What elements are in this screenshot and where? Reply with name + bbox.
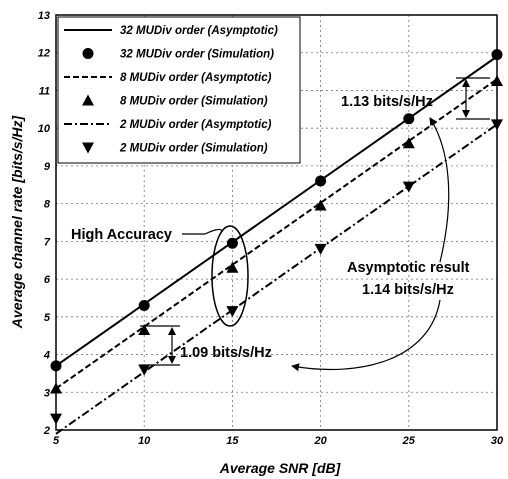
data-point-5 bbox=[138, 364, 151, 376]
annotation-asymptotic-result: Asymptotic result bbox=[347, 260, 470, 276]
data-point-1 bbox=[315, 175, 327, 187]
y-tick-label: 8 bbox=[44, 199, 51, 211]
high-accuracy-ellipse bbox=[211, 225, 249, 327]
x-tick-label: 30 bbox=[491, 435, 504, 447]
data-point-5 bbox=[314, 243, 327, 255]
data-point-1 bbox=[226, 237, 238, 249]
y-tick-label: 2 bbox=[43, 425, 50, 437]
legend-box bbox=[57, 16, 301, 164]
legend-label-0: 32 MUDiv order (Asymptotic) bbox=[120, 25, 278, 37]
y-tick-label: 10 bbox=[38, 123, 51, 135]
legend: 32 MUDiv order (Asymptotic) 32 MUDiv orde… bbox=[57, 16, 301, 164]
legend-label-2: 8 MUDiv order (Asymptotic) bbox=[120, 72, 272, 84]
legend-items: 32 MUDiv order (Asymptotic) 32 MUDiv orde… bbox=[64, 25, 278, 155]
x-tick-label: 25 bbox=[402, 435, 416, 447]
annotation-gap-32-8: 1.13 bits/s/Hz bbox=[341, 94, 433, 110]
legend-label-3: 8 MUDiv order (Simulation) bbox=[120, 96, 268, 108]
annotation-high-accuracy: High Accuracy bbox=[71, 227, 172, 243]
legend-label-5: 2 MUDiv order (Simulation) bbox=[119, 143, 268, 155]
data-point-5 bbox=[402, 181, 415, 193]
data-point-5 bbox=[226, 306, 239, 318]
y-tick-label: 5 bbox=[44, 312, 51, 324]
series-line-4 bbox=[55, 123, 498, 435]
series-markers bbox=[50, 49, 503, 425]
plot-frame bbox=[55, 14, 498, 431]
y-tick-label: 13 bbox=[38, 10, 50, 22]
legend-label-4: 2 MUDiv order (Asymptotic) bbox=[119, 119, 272, 131]
data-point-1 bbox=[403, 113, 415, 125]
y-tick-label: 7 bbox=[44, 236, 51, 248]
legend-marker-3 bbox=[82, 94, 94, 106]
series-line-0 bbox=[55, 55, 498, 367]
y-tick-label: 3 bbox=[44, 387, 50, 399]
x-tick-label: 20 bbox=[313, 435, 327, 447]
data-point-3 bbox=[402, 137, 415, 149]
annotation-gap-8-2: 1.14 bits/s/Hz bbox=[362, 282, 454, 298]
data-point-3 bbox=[314, 199, 327, 211]
tick-labels: 5 10 15 20 25 30 2 3 4 5 6 7 8 9 10 11 12 13 bbox=[38, 10, 504, 447]
y-tick-label: 11 bbox=[39, 85, 50, 97]
data-point-1 bbox=[138, 300, 150, 311]
y-tick-label: 9 bbox=[44, 161, 51, 173]
x-tick-label: 15 bbox=[226, 435, 239, 447]
legend-marker-1 bbox=[82, 48, 94, 59]
x-tick-label: 10 bbox=[138, 435, 151, 447]
y-tick-label: 12 bbox=[38, 48, 50, 60]
series-lines bbox=[55, 55, 498, 435]
legend-label-1: 32 MUDiv order (Simulation) bbox=[120, 49, 274, 61]
legend-marker-5 bbox=[82, 142, 94, 154]
data-point-3 bbox=[138, 324, 151, 336]
asymptotic-arrow-up bbox=[429, 117, 450, 263]
annotation-gap-8-2-low: 1.09 bits/s/Hz bbox=[180, 345, 272, 361]
data-point-3 bbox=[226, 261, 239, 273]
x-tick-label: 5 bbox=[53, 435, 60, 447]
y-tick-label: 4 bbox=[43, 350, 50, 362]
y-axis-label: Average channel rate [bits/s/Hz] bbox=[9, 114, 25, 329]
asymptotic-arrow-down bbox=[291, 299, 441, 372]
annotations: 1.13 bits/s/Hz High Accuracy Asymptotic … bbox=[71, 77, 490, 372]
y-tick-label: 6 bbox=[44, 274, 51, 286]
x-axis-label: Average SNR [dB] bbox=[219, 460, 342, 476]
